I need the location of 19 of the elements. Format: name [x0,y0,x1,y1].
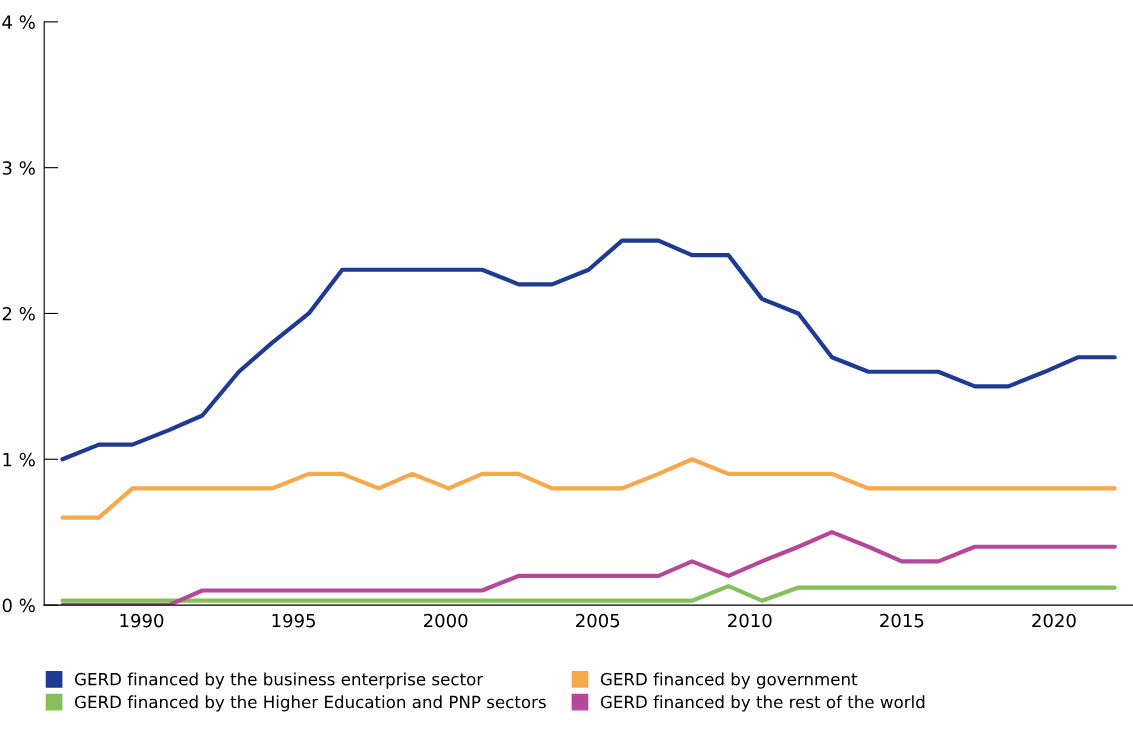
x-tick-label: 1990 [120,613,164,628]
y-tick-label: 4 % [2,15,35,29]
legend-label: GERD financed by the rest of the world [600,695,925,712]
line-series [60,457,1117,520]
legend-label: GERD financed by the Higher Education and PNP sectors [75,695,546,712]
x-tick-label: 1995 [272,613,315,628]
x-tick-label: 2015 [880,613,924,628]
x-tick-label: 2005 [576,613,620,628]
x-tick-label: 2000 [424,613,468,628]
legend-label: GERD financed by government [600,672,858,689]
y-tick-label: 1 % [3,452,35,467]
x-tick-label: 2020 [1032,613,1076,628]
y-tick-label: 0 % [2,598,35,613]
y-tick-label: 3 % [2,161,35,175]
line-series [60,238,1117,462]
legend-label: GERD financed by the business enterprise sector [75,672,484,689]
y-tick-label: 2 % [2,306,35,321]
line-series [60,530,1117,606]
x-tick-label: 2010 [728,613,772,628]
